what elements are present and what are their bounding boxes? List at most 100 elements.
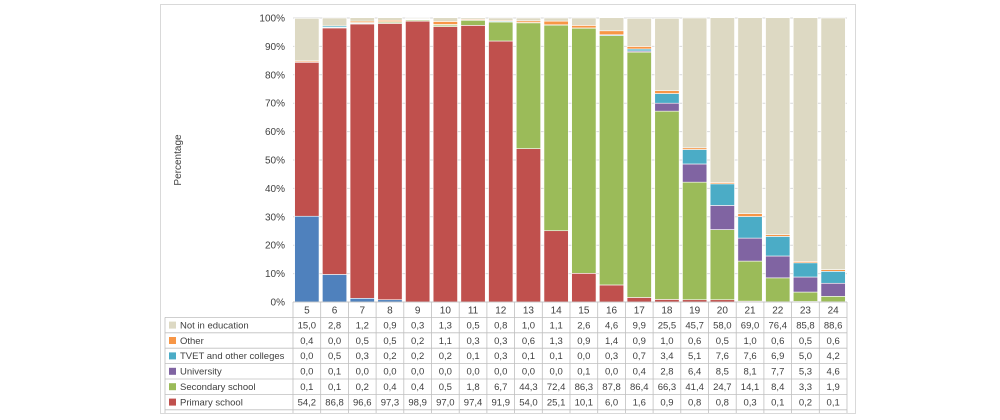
bar-segment	[682, 163, 708, 183]
data-label: 0,6	[827, 336, 840, 347]
data-label: 44,3	[519, 382, 538, 393]
data-label: 0,5	[439, 382, 452, 393]
data-label: 1,3	[550, 336, 563, 347]
y-tick-label: 30%	[265, 212, 285, 223]
bar-segment	[599, 35, 625, 286]
bar-segment	[737, 216, 763, 239]
bar-segment	[571, 17, 597, 26]
x-tick-label: 14	[551, 305, 563, 316]
bar-segment	[765, 255, 791, 279]
data-label: 0,1	[827, 397, 840, 408]
data-label: 0,5	[716, 336, 729, 347]
data-label: 0,5	[799, 336, 812, 347]
x-tick-label: 18	[661, 305, 673, 316]
x-tick-label: 17	[634, 305, 646, 316]
bar-segment	[737, 260, 763, 302]
y-tick-label: 90%	[265, 42, 285, 53]
bar-segment	[599, 30, 625, 36]
data-label: 8,4	[771, 382, 784, 393]
legend-entry: Other	[180, 336, 204, 347]
data-label: 6,9	[771, 351, 784, 362]
bars	[294, 17, 846, 303]
bar-segment	[571, 25, 597, 29]
data-label: 1,8	[466, 382, 479, 393]
y-tick-label: 0%	[271, 298, 286, 309]
bar-segment	[626, 17, 652, 47]
data-label: 6,0	[605, 397, 618, 408]
data-label: 58,0	[713, 320, 732, 331]
y-axis-title: Percentage	[173, 134, 184, 186]
bar-segment	[488, 40, 514, 303]
data-label: 5,3	[799, 367, 812, 378]
bar-segment	[571, 273, 597, 303]
data-label: 9,9	[633, 320, 646, 331]
bar-segment	[405, 17, 431, 20]
data-label: 8,5	[716, 367, 729, 378]
data-label: 0,0	[605, 367, 618, 378]
data-label: 2,8	[328, 320, 341, 331]
data-label: 1,9	[827, 382, 840, 393]
bar-segment	[709, 205, 735, 230]
x-tick-label: 13	[523, 305, 535, 316]
bar-segment	[488, 21, 514, 42]
data-label: 7,6	[716, 351, 729, 362]
bar-segment	[820, 271, 846, 284]
bar-segment	[820, 17, 846, 270]
data-label: 0,1	[550, 351, 563, 362]
bar-segment	[626, 46, 652, 50]
data-label: 0,2	[411, 336, 424, 347]
bar-segment	[682, 181, 708, 301]
data-label: 86,4	[630, 382, 649, 393]
data-label: 54,2	[298, 397, 317, 408]
x-tick-label: 7	[359, 305, 365, 316]
bar-segment	[460, 25, 486, 303]
x-tick-label: 11	[468, 305, 479, 316]
data-label: 0,1	[328, 367, 341, 378]
bar-segment	[322, 27, 348, 275]
data-label: 0,4	[633, 367, 646, 378]
data-label: 0,0	[439, 367, 452, 378]
data-label: 2,6	[577, 320, 590, 331]
data-label: 98,9	[408, 397, 427, 408]
data-label: 4,6	[605, 320, 618, 331]
bar-segment	[654, 90, 680, 94]
bar-segment	[349, 17, 375, 22]
bar-segment	[571, 27, 597, 274]
data-label: 0,4	[383, 382, 396, 393]
data-label: 97,4	[464, 397, 483, 408]
bar-segment	[543, 17, 569, 22]
bar-segment	[460, 19, 486, 26]
data-label: 0,0	[494, 367, 507, 378]
data-label: 0,1	[300, 382, 313, 393]
data-label: 1,1	[439, 336, 452, 347]
data-label: 97,0	[436, 397, 455, 408]
bar-segment	[709, 183, 735, 206]
x-tick-label: 8	[387, 305, 393, 316]
legend-swatch	[169, 398, 176, 406]
bar-segment	[543, 230, 569, 303]
x-tick-label: 15	[578, 305, 590, 316]
legend-swatch	[169, 367, 176, 375]
bar-segment	[654, 93, 680, 104]
bar-segment	[322, 274, 348, 303]
data-label: 45,7	[685, 320, 704, 331]
bar-segment	[377, 23, 403, 301]
bar-segment	[820, 296, 846, 303]
data-label: 3,4	[660, 351, 673, 362]
data-label: 0,3	[356, 351, 369, 362]
data-label: 25,1	[547, 397, 566, 408]
data-label: 0,0	[328, 336, 341, 347]
data-label: 0,4	[411, 382, 424, 393]
bar-segment	[488, 17, 514, 21]
data-label: 0,5	[383, 336, 396, 347]
x-tick-label: 24	[828, 305, 840, 316]
chart-frame: 0% 10% 20% 30% 40% 50% 60% 70% 80% 90% 100% Percen…	[160, 4, 856, 414]
gridlines	[293, 17, 847, 303]
data-label: 97,3	[381, 397, 400, 408]
data-label: 85,8	[796, 320, 815, 331]
legend-swatch	[169, 337, 176, 344]
data-label: 0,9	[633, 336, 646, 347]
bar-segment	[405, 20, 431, 303]
data-label: 15,0	[298, 320, 317, 331]
data-label: 0,8	[494, 320, 507, 331]
